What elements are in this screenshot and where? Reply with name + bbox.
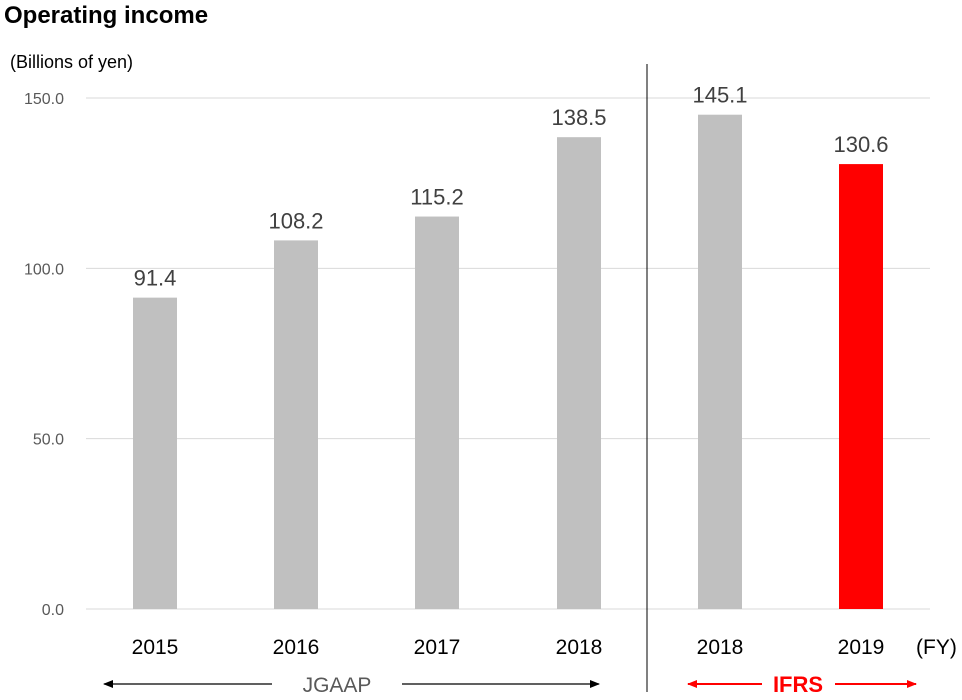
y-tick-label: 100.0 — [24, 261, 64, 278]
bar — [274, 240, 318, 609]
bar — [839, 164, 883, 609]
data-label: 115.2 — [410, 185, 463, 210]
x-tick-label: 2015 — [132, 636, 179, 659]
data-label: 138.5 — [551, 105, 606, 130]
x-tick-label: 2016 — [273, 636, 320, 659]
y-tick-label: 0.0 — [42, 602, 64, 619]
y-tick-label: 50.0 — [33, 432, 64, 449]
fy-label: (FY) — [916, 636, 957, 659]
bar — [133, 297, 177, 609]
x-tick-label: 2018 — [697, 636, 744, 659]
data-label: 91.4 — [134, 266, 177, 291]
chart-title: Operating income — [4, 2, 209, 29]
x-tick-label: 2017 — [414, 636, 461, 659]
bar — [557, 137, 601, 609]
data-label: 108.2 — [268, 208, 323, 233]
ifrs-label: IFRS — [773, 672, 823, 697]
unit-label: (Billions of yen) — [10, 52, 134, 72]
bar — [698, 114, 742, 610]
x-tick-label: 2019 — [838, 636, 885, 659]
data-label: 145.1 — [692, 83, 747, 108]
data-label: 130.6 — [833, 132, 888, 157]
y-tick-label: 150.0 — [24, 91, 64, 108]
jgaap-label: JGAAP — [303, 674, 372, 697]
x-tick-label: 2018 — [556, 636, 603, 659]
bar — [415, 216, 459, 609]
